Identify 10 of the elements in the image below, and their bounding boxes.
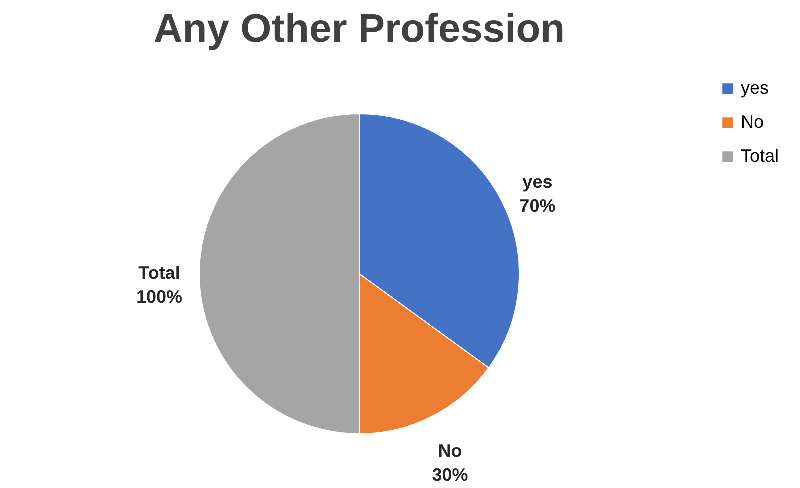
chart-title: Any Other Profession [154,7,566,51]
slice-label: Total [138,263,180,283]
legend-label: Total [741,146,780,166]
legend-label: No [741,112,764,132]
slice-label: yes [522,172,553,192]
legend-label: yes [741,78,770,98]
slice-label: No [438,441,462,462]
data-label: 30% [432,465,468,486]
data-label: 70% [520,196,556,216]
data-label: 100% [136,287,183,307]
